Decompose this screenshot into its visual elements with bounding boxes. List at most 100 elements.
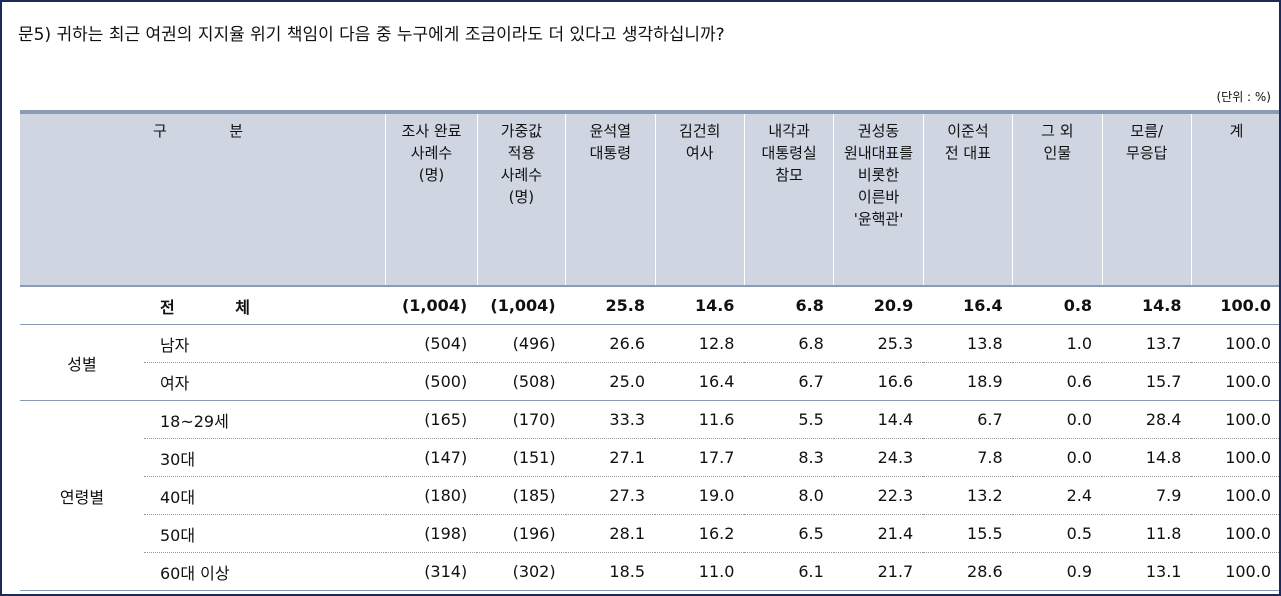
table-cell: 0.8 (1012, 286, 1103, 325)
row-label: 여자 (143, 362, 386, 401)
header-col: 이준석 전 대표 (922, 110, 1013, 287)
table-cell: 8.3 (744, 438, 834, 477)
group-label: 성별 (20, 324, 144, 401)
table-cell: 5.5 (744, 400, 834, 439)
header-col: 김건희 여사 (654, 110, 745, 287)
table-cell: 27.3 (565, 476, 656, 515)
table-row: 성별 남자 (504) (496) 26.6 12.8 6.8 25.3 13.8 1.0 13.7… (20, 324, 1279, 401)
table-cell: (165) (385, 400, 478, 439)
group-cell (20, 286, 144, 325)
table-row: 30대 (147) (151) 27.1 17.7 8.3 24.3 7.8 0.0 14.8 10… (20, 438, 1279, 477)
table-row: 여자 (500) (508) 25.0 16.4 6.7 16.6 18.9 0.6 15.7 10… (20, 362, 1279, 401)
table-cell: 11.0 (655, 552, 745, 591)
table-row: 50대 (198) (196) 28.1 16.2 6.5 21.4 15.5 0.5 11.8 1… (20, 514, 1279, 553)
survey-table: 구 분 조사 완료 사례수 (명) 가중값 적용 사례수 (명) 윤석열 대통령… (20, 110, 1279, 591)
table-cell: (496) (477, 324, 566, 363)
row-label: 30대 (143, 438, 386, 477)
group-label: 연령별 (20, 400, 144, 591)
row-label: 남자 (143, 324, 386, 363)
table-cell: 8.0 (744, 476, 834, 515)
table-cell: 20.9 (833, 286, 924, 325)
table-cell: 0.6 (1012, 362, 1103, 401)
table-cell: 27.1 (565, 438, 656, 477)
table-cell: 100.0 (1191, 514, 1279, 553)
table-cell: 28.4 (1102, 400, 1192, 439)
table-cell: 0.0 (1012, 400, 1103, 439)
table-cell: 100.0 (1191, 400, 1279, 439)
table-cell: (1,004) (477, 286, 566, 325)
table-cell: 13.2 (923, 476, 1013, 515)
table-cell: 7.8 (923, 438, 1013, 477)
table-cell: 6.1 (744, 552, 834, 591)
table-cell: 21.7 (833, 552, 924, 591)
table-cell: 7.9 (1102, 476, 1192, 515)
table-cell: 15.5 (923, 514, 1013, 553)
row-label: 60대 이상 (143, 552, 386, 591)
table-cell: 26.6 (565, 324, 656, 363)
header-gubun-a: 구 (153, 122, 167, 140)
table-cell: 25.3 (833, 324, 924, 363)
table-cell: 25.0 (565, 362, 656, 401)
header-col: 가중값 적용 사례수 (명) (476, 110, 566, 287)
table-cell: 15.7 (1102, 362, 1192, 401)
table-cell: 13.7 (1102, 324, 1192, 363)
header-col: 그 외 인물 (1012, 110, 1103, 287)
header-col: 권성동 원내대표를 비롯한 이른바 '윤핵관' (833, 110, 924, 287)
table-cell: 28.1 (565, 514, 656, 553)
table-cell: 0.9 (1012, 552, 1103, 591)
table-cell: 6.8 (744, 286, 834, 325)
header-col: 모름/ 무응답 (1101, 110, 1192, 287)
table-cell: 24.3 (833, 438, 924, 477)
table-cell: 11.8 (1102, 514, 1192, 553)
header-gubun: 구 분 (20, 110, 386, 287)
table-cell: 13.1 (1102, 552, 1192, 591)
table-cell: 28.6 (923, 552, 1013, 591)
table-cell: 25.8 (565, 286, 656, 325)
table-cell: 2.4 (1012, 476, 1103, 515)
table-cell: (147) (385, 438, 478, 477)
header-gubun-b: 분 (229, 122, 243, 140)
row-label: 50대 (143, 514, 386, 553)
table-cell: (196) (477, 514, 566, 553)
table-row-total: 전 체 (1,004) (1,004) 25.8 14.6 6.8 20.9 16.4 0.8 14… (20, 286, 1279, 325)
total-label-b: 체 (235, 297, 250, 317)
table-cell: 13.8 (923, 324, 1013, 363)
table-cell: (508) (477, 362, 566, 401)
table-cell: 14.4 (833, 400, 924, 439)
table-cell: 0.0 (1012, 438, 1103, 477)
table-cell: (314) (385, 552, 478, 591)
table-cell: 21.4 (833, 514, 924, 553)
table-cell: 100.0 (1191, 362, 1279, 401)
table-cell: 22.3 (833, 476, 924, 515)
table-cell: (180) (385, 476, 478, 515)
table-cell: 100.0 (1191, 476, 1279, 515)
table-cell: (185) (477, 476, 566, 515)
table-cell: 16.2 (655, 514, 745, 553)
table-cell: (151) (477, 438, 566, 477)
table-cell: 16.4 (923, 286, 1013, 325)
table-cell: 6.8 (744, 324, 834, 363)
table-cell: (504) (385, 324, 478, 363)
table-cell: (302) (477, 552, 566, 591)
table-cell: 6.5 (744, 514, 834, 553)
table-cell: 33.3 (565, 400, 656, 439)
table-cell: 18.9 (923, 362, 1013, 401)
table-cell: 16.4 (655, 362, 745, 401)
table-cell: 1.0 (1012, 324, 1103, 363)
question-text: 문5) 귀하는 최근 여권의 지지율 위기 책임이 다음 중 누구에게 조금이라… (18, 25, 725, 45)
table-row: 연령별 18~29세 (165) (170) 33.3 11.6 5.5 14.4 6.7 0.0… (20, 400, 1279, 591)
table-cell: 14.8 (1102, 286, 1192, 325)
table-cell: 100.0 (1191, 286, 1279, 325)
table-cell: 100.0 (1191, 438, 1279, 477)
row-label: 40대 (143, 476, 386, 515)
table-row: 60대 이상 (314) (302) 18.5 11.0 6.1 21.7 28.6 0.9 13… (20, 552, 1279, 591)
table-cell: 12.8 (655, 324, 745, 363)
header-col: 계 (1190, 110, 1279, 287)
table-cell: 14.6 (655, 286, 745, 325)
unit-label: (단위 : %) (1216, 90, 1271, 104)
table-cell: 100.0 (1191, 552, 1279, 591)
header-col: 내각과 대통령실 참모 (743, 110, 834, 287)
table-cell: (500) (385, 362, 478, 401)
table-cell: 17.7 (655, 438, 745, 477)
